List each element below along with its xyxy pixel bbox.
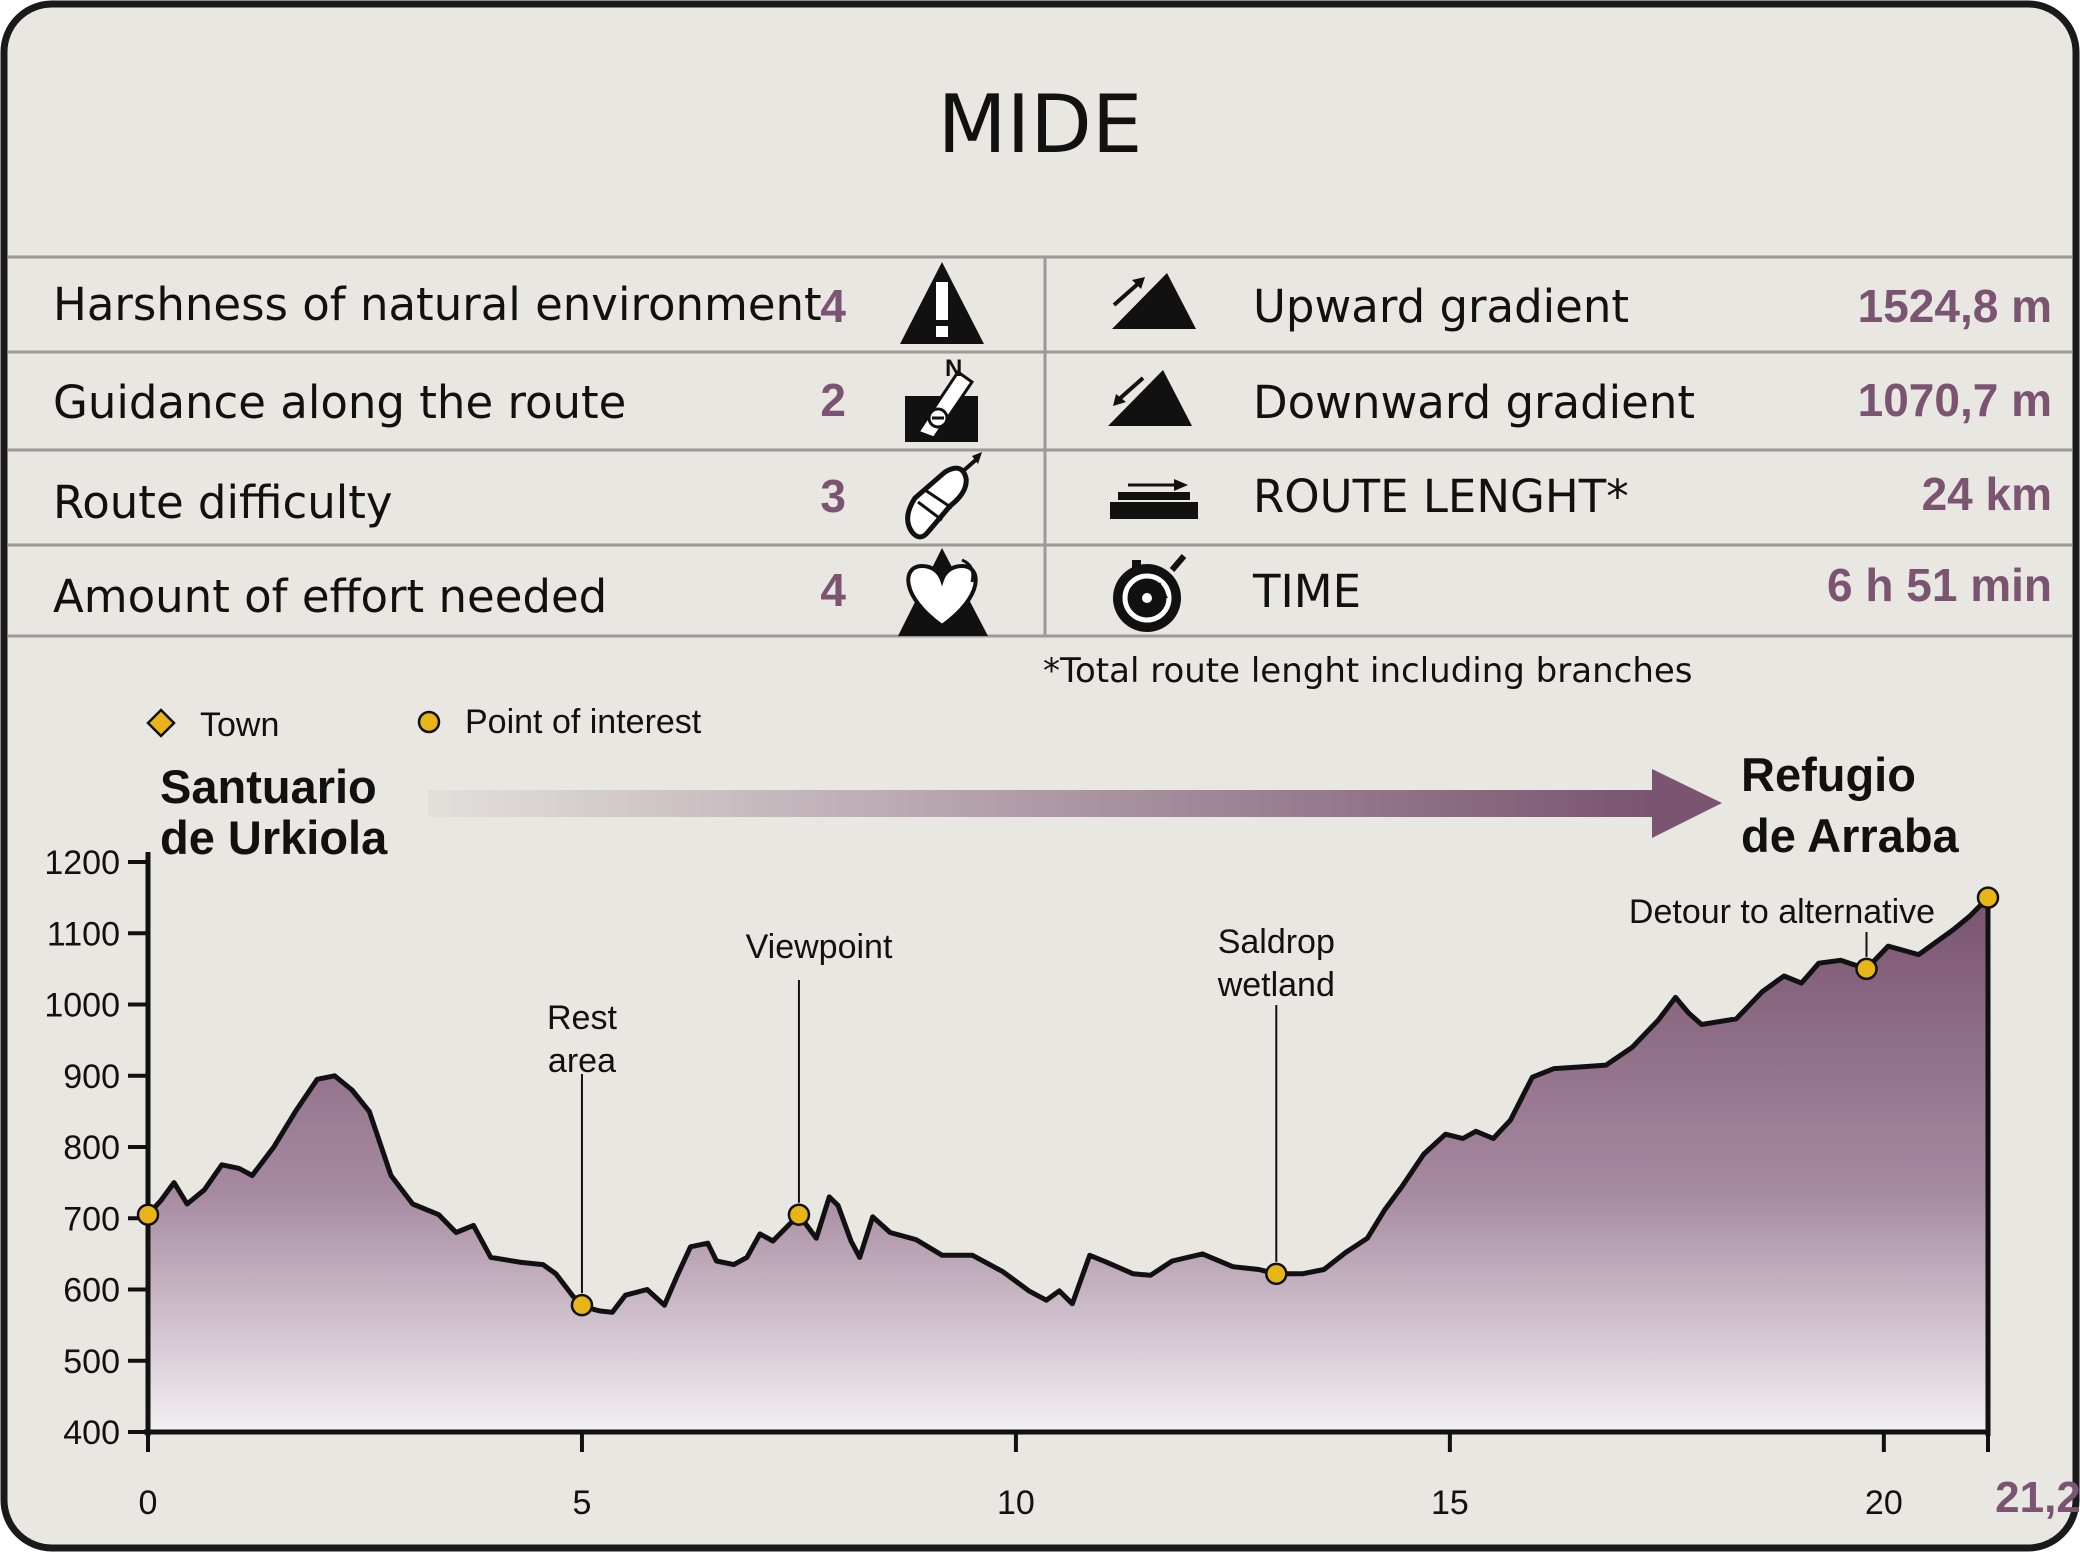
page-title: MIDE	[938, 78, 1143, 171]
mide-row-guidance: Guidance along the route 2 N	[53, 355, 978, 442]
poi-marker-icon	[417, 710, 441, 734]
stat-value: 1524,8 m	[1858, 280, 2052, 332]
stat-label: Downward gradient	[1253, 376, 1695, 429]
y-tick-label: 1200	[44, 844, 120, 882]
stat-route-length: ROUTE LENGHT* 24 km	[1110, 468, 2052, 523]
y-tick-label: 500	[63, 1343, 120, 1381]
end-location-line1: Refugio	[1741, 748, 1916, 801]
x-tick-label: 15	[1431, 1484, 1469, 1522]
y-tick-label: 400	[63, 1414, 120, 1452]
mide-row-value: 4	[820, 280, 846, 332]
y-tick-label: 1000	[44, 987, 120, 1025]
heart-mountain-icon	[898, 548, 988, 636]
poi-marker	[1855, 957, 1878, 981]
warning-triangle-icon	[900, 262, 984, 344]
x-tick-label: 0	[139, 1484, 158, 1522]
y-tick-label: 800	[63, 1129, 120, 1167]
compass-direction-icon: N	[905, 355, 978, 442]
mide-row-value: 2	[820, 374, 846, 426]
stopwatch-icon	[1113, 554, 1187, 632]
stat-label: TIME	[1252, 565, 1361, 618]
town-marker-icon	[146, 708, 176, 738]
start-location-line2: de Urkiola	[160, 811, 388, 864]
poi-label-viewpoint: Viewpoint	[746, 928, 893, 966]
stat-label: ROUTE LENGHT*	[1253, 470, 1629, 523]
stat-value: 6 h 51 min	[1827, 559, 2052, 611]
legend-town-label: Town	[200, 706, 279, 744]
stat-label: Upward gradient	[1253, 280, 1629, 333]
mide-row-label: Route difficulty	[53, 476, 393, 529]
poi-marker	[1976, 886, 2000, 909]
poi-label-rest-area: Rest	[547, 999, 617, 1037]
legend-town: Town	[146, 706, 279, 744]
x-tick-label: 10	[997, 1484, 1035, 1522]
start-location-line1: Santuario	[160, 760, 377, 813]
mide-row-label: Guidance along the route	[53, 376, 626, 429]
stat-upward-gradient: Upward gradient 1524,8 m	[1112, 273, 2052, 333]
elevation-line	[146, 895, 1990, 1315]
mide-row-harshness: Harshness of natural environment 4	[53, 262, 984, 344]
route-stats: Upward gradient 1524,8 m Downward gradie…	[1108, 273, 2052, 632]
poi-label-detour: Detour to alternative	[1629, 893, 1935, 931]
end-location-line2: de Arraba	[1741, 809, 1960, 862]
y-tick-label: 700	[63, 1200, 120, 1238]
poi-marker	[136, 1203, 160, 1226]
direction-arrow	[428, 769, 1722, 838]
x-tick-label-total-distance: 21,2	[1995, 1473, 2080, 1522]
mide-row-label: Harshness of natural environment	[53, 278, 822, 331]
svg-text:N: N	[945, 355, 962, 382]
poi-label-saldrop-wetland: wetland	[1217, 966, 1335, 1004]
mide-row-value: 3	[820, 470, 846, 522]
elevation-area	[148, 897, 1988, 1432]
end-location: Refugio de Arraba	[1741, 748, 1960, 862]
poi-marker	[787, 1203, 811, 1226]
x-tick-label: 20	[1865, 1484, 1903, 1522]
footprint-icon	[905, 452, 982, 540]
poi-label-saldrop-wetland: Saldrop	[1218, 923, 1335, 961]
legend-poi-label: Point of interest	[465, 703, 702, 741]
stat-value: 24 km	[1922, 468, 2052, 520]
mide-rows: Harshness of natural environment 4 Guida…	[53, 262, 988, 636]
legend-poi: Point of interest	[417, 703, 702, 741]
mide-row-difficulty: Route difficulty 3	[53, 452, 982, 540]
poi-marker	[570, 1293, 594, 1317]
stat-value: 1070,7 m	[1858, 374, 2052, 426]
route-length-footnote: *Total route lenght including branches	[1043, 651, 1693, 691]
stat-downward-gradient: Downward gradient 1070,7 m	[1108, 370, 2052, 429]
mide-table-grid	[8, 255, 2072, 638]
x-tick-label: 5	[573, 1484, 592, 1522]
downward-gradient-icon	[1108, 370, 1192, 426]
y-tick-label: 900	[63, 1058, 120, 1096]
mide-row-value: 4	[820, 564, 846, 616]
stat-time: TIME 6 h 51 min	[1113, 554, 2052, 632]
upward-gradient-icon	[1112, 273, 1196, 329]
legend: Town Point of interest	[146, 703, 702, 744]
poi-marker	[1265, 1262, 1288, 1286]
poi-label-rest-area: area	[548, 1042, 616, 1080]
y-tick-label: 1100	[47, 915, 120, 953]
mide-row-effort: Amount of effort needed 4	[53, 548, 988, 636]
elevation-profile-chart: 400 500 600 700 800 900 1000 1100 1200 0 5 10 15 20 21…	[44, 844, 2080, 1522]
start-location: Santuario de Urkiola	[160, 760, 390, 864]
y-tick-label: 600	[63, 1272, 120, 1310]
mide-row-label: Amount of effort needed	[53, 570, 607, 623]
route-length-icon	[1110, 479, 1198, 519]
